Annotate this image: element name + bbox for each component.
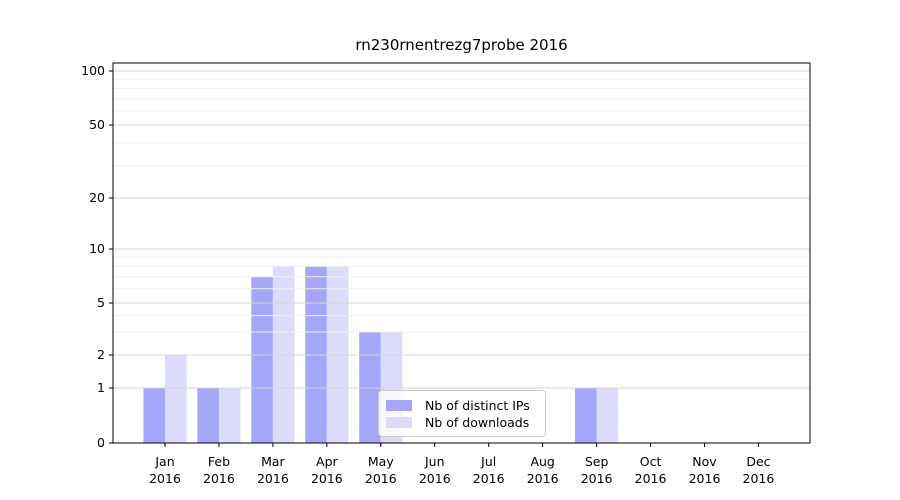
y-tick-label: 100 bbox=[81, 63, 105, 78]
x-tick-label-month: Jun bbox=[424, 454, 445, 469]
axes-spines bbox=[112, 62, 811, 444]
bar-downloads-feb bbox=[218, 388, 241, 443]
bar-downloads-jan bbox=[165, 355, 187, 443]
x-tick-label-month: Sep bbox=[585, 454, 609, 469]
y-tick-label: 10 bbox=[89, 241, 105, 256]
y-tick-label: 1 bbox=[97, 380, 105, 395]
x-tick-label-month: Dec bbox=[746, 454, 770, 469]
x-tick-label-year: 2016 bbox=[365, 471, 397, 486]
x-tick-label-month: Mar bbox=[261, 454, 285, 469]
x-tick-label-month: Oct bbox=[640, 454, 662, 469]
x-tick-label-year: 2016 bbox=[419, 471, 451, 486]
x-tick-label-year: 2016 bbox=[203, 471, 235, 486]
legend-label: Nb of distinct IPs bbox=[425, 398, 530, 413]
x-tick-label-month: Jan bbox=[154, 454, 174, 469]
x-tick-label-year: 2016 bbox=[473, 471, 505, 486]
y-tick-label: 2 bbox=[97, 347, 105, 362]
y-tick-label: 0 bbox=[97, 435, 105, 450]
bar-ips-mar bbox=[251, 276, 273, 443]
x-tick-label-year: 2016 bbox=[149, 471, 181, 486]
y-tick-label: 20 bbox=[89, 190, 105, 205]
x-tick-label-year: 2016 bbox=[527, 471, 559, 486]
x-tick-label-year: 2016 bbox=[635, 471, 667, 486]
bar-ips-feb bbox=[197, 388, 219, 443]
x-tick-label-month: Jul bbox=[480, 454, 496, 469]
chart-title: rn230rnentrezg7probe 2016 bbox=[355, 36, 568, 54]
x-tick-label-month: Feb bbox=[208, 454, 230, 469]
x-tick-label-year: 2016 bbox=[311, 471, 343, 486]
x-tick-label-month: Aug bbox=[530, 454, 554, 469]
legend-label: Nb of downloads bbox=[425, 415, 530, 430]
x-tick-label-year: 2016 bbox=[257, 471, 289, 486]
x-tick-label-month: Apr bbox=[316, 454, 338, 469]
legend-item-downloads: Nb of downloads bbox=[386, 415, 536, 430]
x-tick-label-year: 2016 bbox=[743, 471, 775, 486]
bar-ips-may bbox=[359, 331, 381, 443]
x-tick-label-month: Nov bbox=[692, 454, 717, 469]
x-tick-label-year: 2016 bbox=[581, 471, 613, 486]
y-tick-label: 5 bbox=[97, 295, 105, 310]
legend-swatch-icon bbox=[386, 400, 412, 411]
y-tick-label: 50 bbox=[89, 117, 105, 132]
bar-ips-jan bbox=[143, 388, 165, 443]
bar-downloads-sep bbox=[596, 388, 619, 443]
legend-item-distinct-ips: Nb of distinct IPs bbox=[386, 398, 536, 413]
bar-ips-sep bbox=[575, 388, 597, 443]
x-tick-label-year: 2016 bbox=[689, 471, 721, 486]
x-tick-label-month: May bbox=[368, 454, 394, 469]
legend-swatch-icon bbox=[386, 417, 412, 428]
legend: Nb of distinct IPs Nb of downloads bbox=[378, 390, 546, 437]
